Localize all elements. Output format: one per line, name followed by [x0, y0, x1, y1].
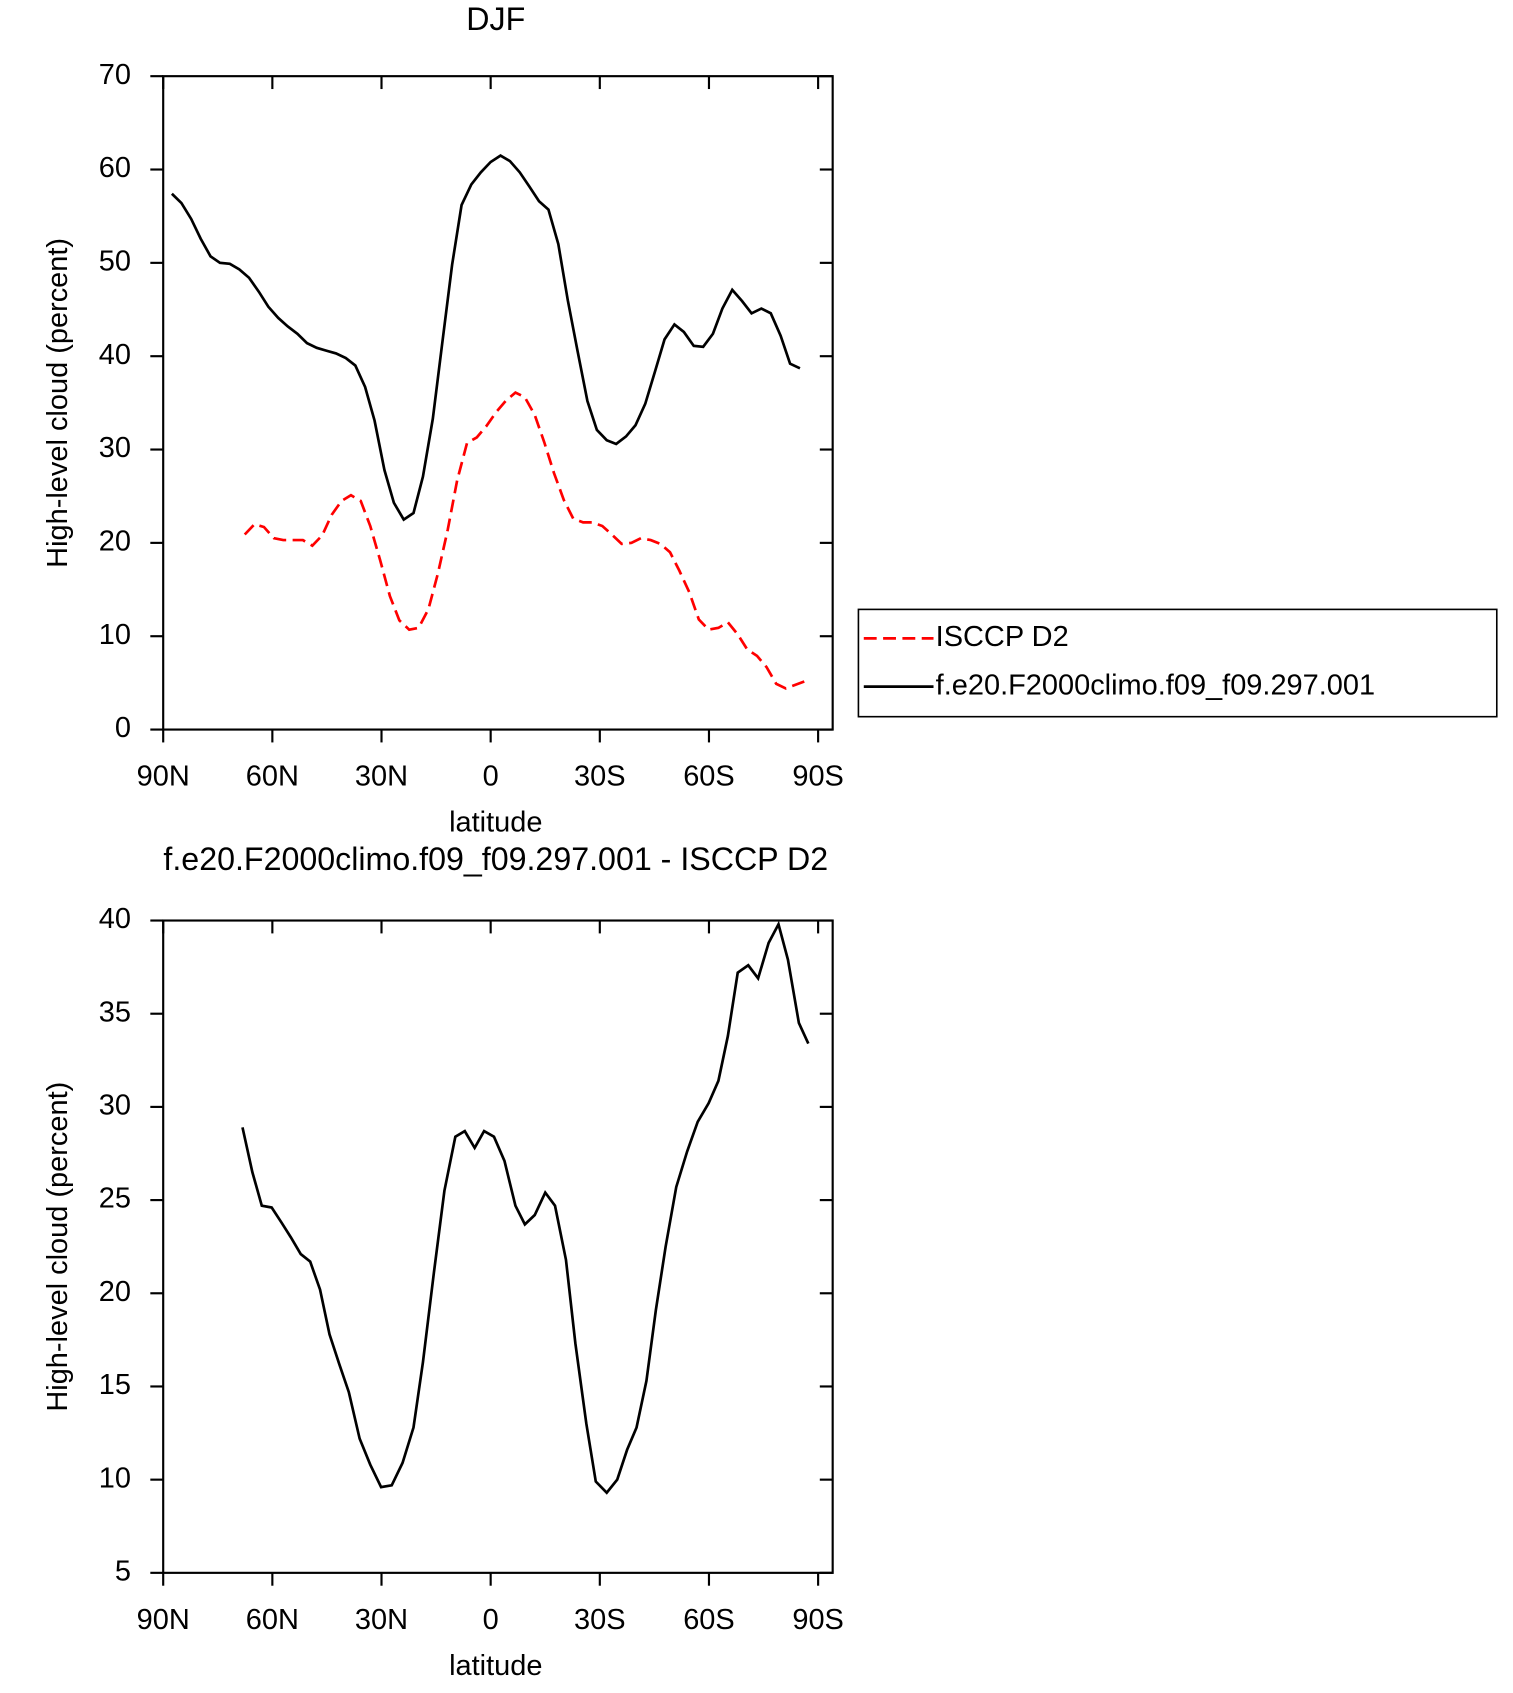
y-tick-label: 5 [115, 1555, 131, 1587]
chart-title: f.e20.F2000climo.f09_f09.297.001 - ISCCP… [163, 841, 828, 877]
x-tick-label: 60N [246, 760, 299, 792]
y-tick-label: 20 [99, 526, 131, 558]
y-tick-label: 40 [99, 339, 131, 371]
data-line [243, 390, 806, 690]
y-tick-label: 30 [99, 432, 131, 464]
plot-frame [162, 75, 834, 731]
y-tick-label: 35 [99, 996, 131, 1028]
x-tick-label: 0 [483, 1604, 499, 1636]
x-tick-label: 30N [355, 1604, 408, 1636]
chart-title: DJF [466, 1, 525, 37]
data-line [170, 153, 801, 522]
y-tick-label: 10 [99, 619, 131, 651]
x-tick-label: 0 [483, 760, 499, 792]
y-tick-label: 40 [99, 903, 131, 935]
x-tick-label: 90N [137, 760, 190, 792]
x-tick-label: 60S [683, 760, 735, 792]
y-tick-label: 15 [99, 1369, 131, 1401]
x-tick-label: 90S [792, 1604, 844, 1636]
y-tick-label: 0 [115, 712, 131, 744]
y-tick-label: 50 [99, 246, 131, 278]
x-tick-label: 30S [574, 760, 626, 792]
y-tick-label: 60 [99, 152, 131, 184]
plot-frame [162, 919, 834, 1574]
y-tick-label: 25 [99, 1183, 131, 1215]
y-axis-label: High-level cloud (percent) [42, 1082, 74, 1412]
x-tick-label: 30N [355, 760, 408, 792]
x-axis-label: latitude [449, 807, 542, 839]
x-tick-label: 90S [792, 760, 844, 792]
legend-label: f.e20.F2000climo.f09_f09.297.001 [936, 669, 1375, 701]
x-tick-label: 60N [246, 1604, 299, 1636]
x-tick-label: 60S [683, 1604, 735, 1636]
x-tick-label: 90N [137, 1604, 190, 1636]
y-tick-label: 30 [99, 1090, 131, 1122]
y-tick-label: 70 [99, 59, 131, 91]
y-tick-label: 20 [99, 1276, 131, 1308]
y-tick-label: 10 [99, 1462, 131, 1494]
x-tick-label: 30S [574, 1604, 626, 1636]
x-axis-label: latitude [449, 1650, 542, 1682]
data-line [241, 920, 810, 1495]
legend-label: ISCCP D2 [936, 621, 1069, 653]
y-axis-label: High-level cloud (percent) [42, 238, 74, 568]
legend-box [857, 608, 1498, 718]
